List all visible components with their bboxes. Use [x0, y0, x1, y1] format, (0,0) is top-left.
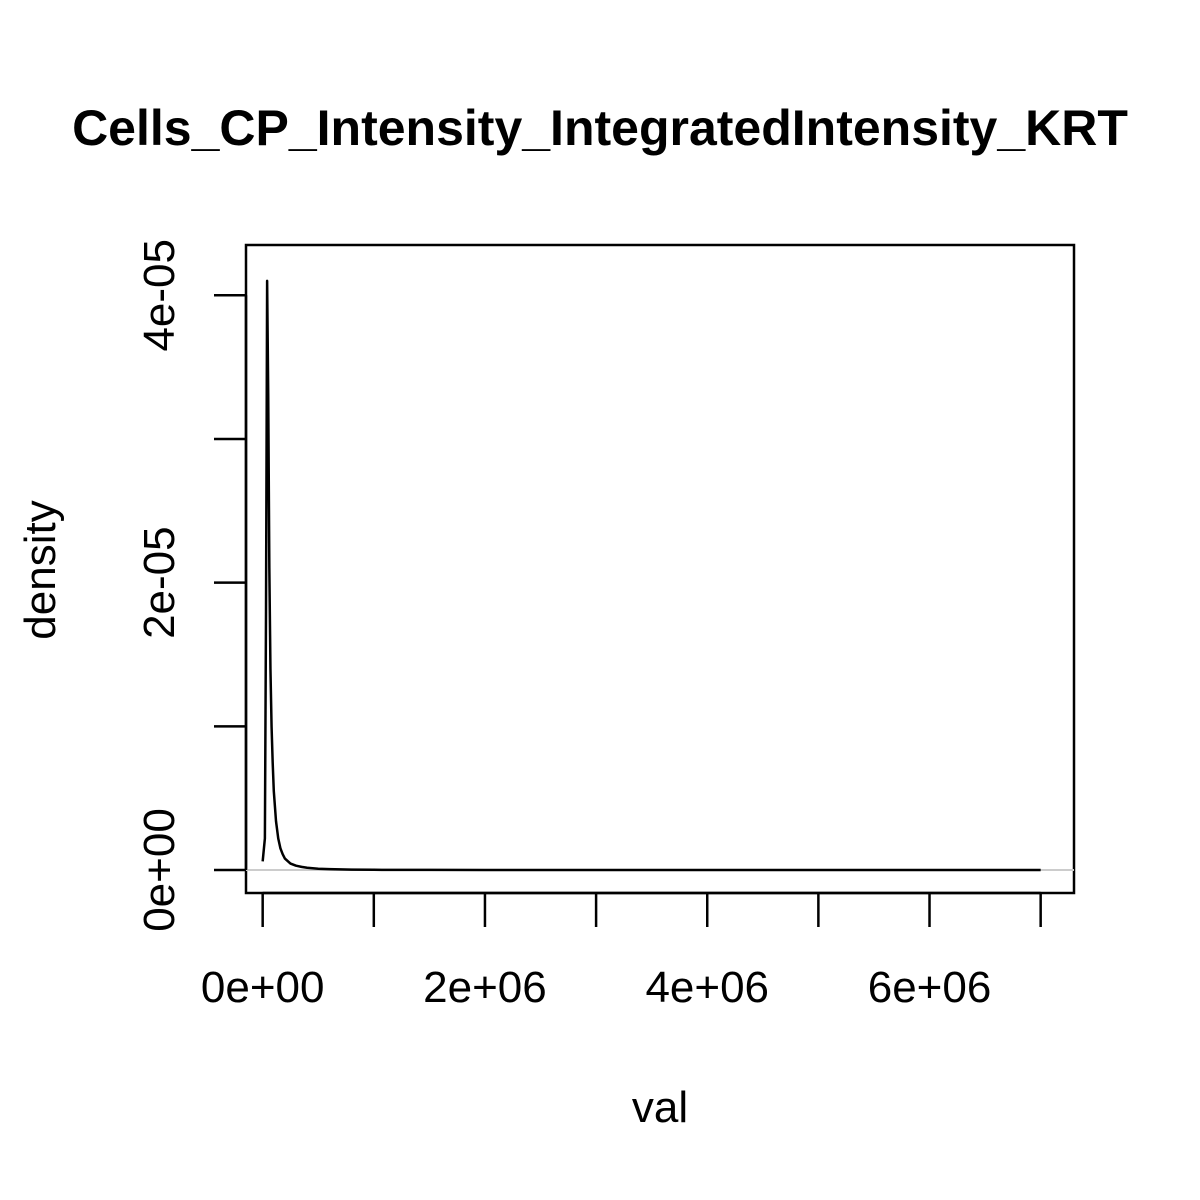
x-tick-label: 6e+06: [868, 963, 992, 1012]
y-axis-label: density: [16, 500, 65, 639]
x-axis: 0e+00 2e+06 4e+06 6e+06: [201, 891, 1042, 1012]
density-series-line: [261, 279, 1041, 872]
x-tick-label: 4e+06: [645, 963, 769, 1012]
y-axis: 0e+00 2e-05 4e-05: [135, 239, 248, 932]
y-tick-label: 2e-05: [135, 526, 184, 639]
y-tick-label: 0e+00: [135, 808, 184, 932]
x-tick-label: 2e+06: [423, 963, 547, 1012]
plot-frame: [244, 243, 1076, 895]
x-axis-label: val: [632, 1083, 688, 1132]
x-tick-label: 0e+00: [201, 963, 325, 1012]
y-tick-label: 4e-05: [135, 239, 184, 352]
chart-title: Cells_CP_Intensity_IntegratedIntensity_K…: [72, 100, 1128, 156]
